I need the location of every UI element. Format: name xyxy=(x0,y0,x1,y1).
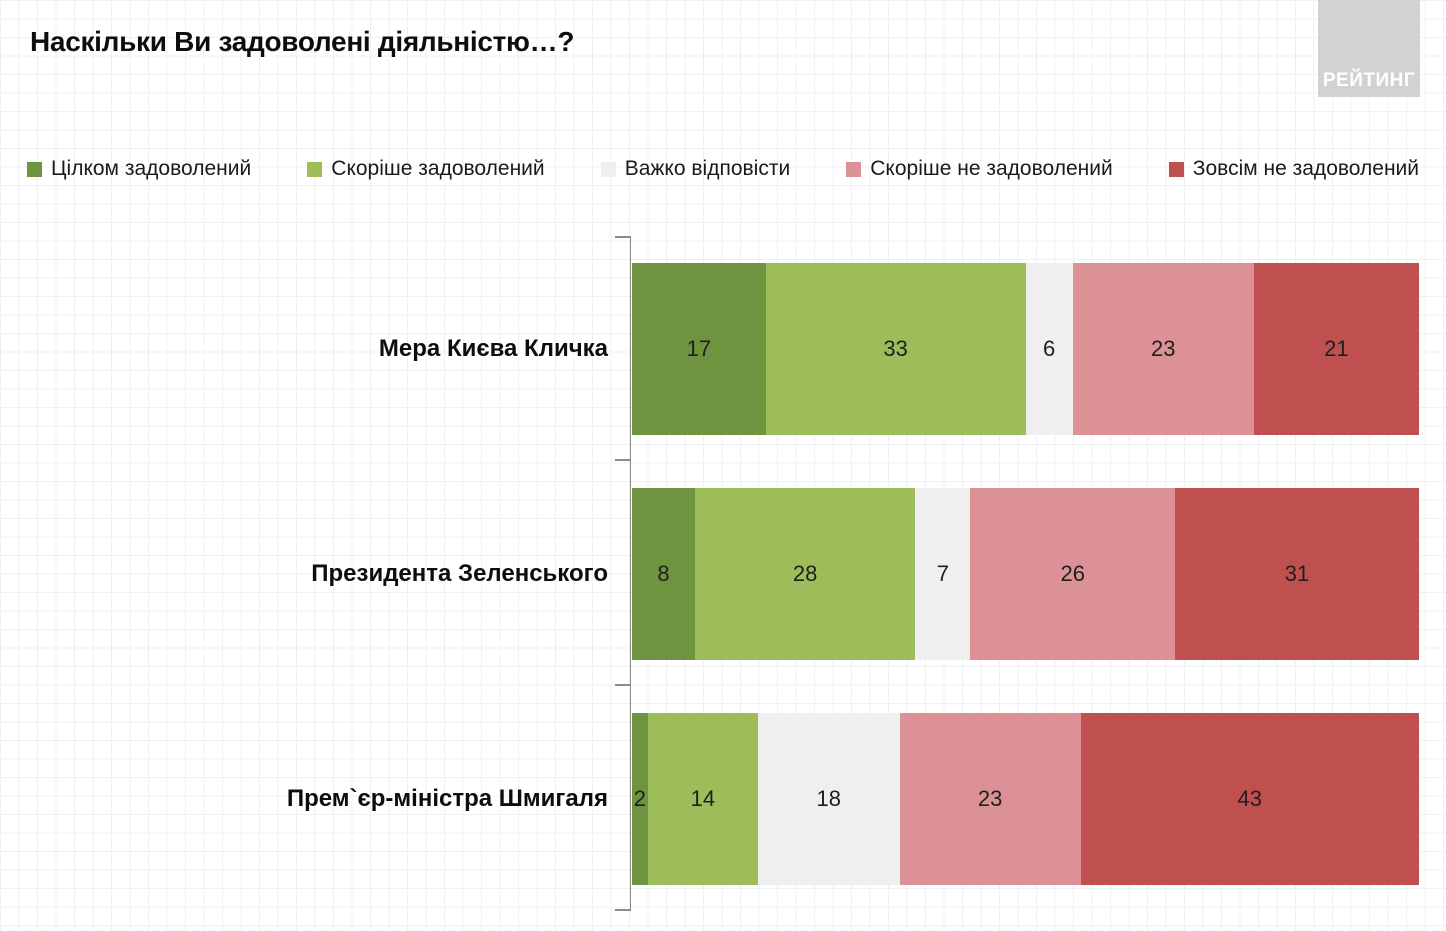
bar-segment: 14 xyxy=(647,713,758,885)
segment-value: 33 xyxy=(883,336,908,361)
legend-label: Важко відповісти xyxy=(624,157,791,180)
bar-segment: 26 xyxy=(970,488,1176,660)
bar-segment: 23 xyxy=(899,713,1081,885)
legend-item-fully-unsatisfied: Зовсім не задоволений xyxy=(1168,157,1419,181)
category-label-klychko: Мера Києва Кличка xyxy=(378,335,608,362)
bar-segment: 43 xyxy=(1080,713,1419,885)
axis-tick xyxy=(615,684,631,686)
bar-row-zelensky: 8 28 7 26 31 xyxy=(632,488,1419,660)
legend-swatch-icon xyxy=(1168,161,1184,177)
segment-value: 28 xyxy=(792,561,818,586)
bar-segment: 23 xyxy=(1072,263,1254,435)
page-title: Наскільки Ви задоволені діяльністю…? xyxy=(30,26,575,57)
bar-segment: 8 xyxy=(632,488,695,660)
legend-label: Скоріше не задоволений xyxy=(870,157,1113,180)
bar-segment: 2 xyxy=(632,713,648,885)
bar-segment: 21 xyxy=(1253,263,1419,435)
segment-value: 18 xyxy=(816,786,841,811)
legend-swatch-icon xyxy=(307,161,323,177)
segment-value: 26 xyxy=(1060,561,1085,586)
bar-segment: 28 xyxy=(694,488,916,660)
segment-value: 43 xyxy=(1237,786,1263,811)
segment-value: 31 xyxy=(1284,561,1310,586)
bar-segment: 31 xyxy=(1175,488,1419,660)
segment-value: 6 xyxy=(1042,336,1056,361)
category-label-zelensky: Президента Зеленського xyxy=(311,560,608,587)
segment-value: 21 xyxy=(1324,336,1349,361)
category-label-shmyhal: Прем`єр-міністра Шмигаля xyxy=(286,785,608,812)
legend-swatch-icon xyxy=(600,161,616,177)
y-axis-line xyxy=(630,237,631,911)
segment-value: 14 xyxy=(690,786,716,811)
segment-value: 2 xyxy=(633,786,646,811)
bar-segment: 33 xyxy=(765,263,1026,435)
segment-value: 23 xyxy=(1150,336,1176,361)
segment-value: 8 xyxy=(657,561,670,586)
legend-label: Цілком задоволений xyxy=(51,157,252,180)
bar-row-shmyhal: 2 14 18 23 43 xyxy=(632,713,1419,885)
legend-item-fully-satisfied: Цілком задоволений xyxy=(27,157,251,181)
legend-item-hard-to-answer: Важко відповісти xyxy=(600,157,791,181)
bar-segment: 6 xyxy=(1025,263,1073,435)
segment-value: 7 xyxy=(936,561,949,586)
legend-swatch-icon xyxy=(846,161,862,177)
bar-segment: 18 xyxy=(757,713,900,885)
segment-value: 17 xyxy=(686,336,712,361)
legend: Цілком задоволений Скоріше задоволений В… xyxy=(27,157,1419,181)
axis-tick xyxy=(615,909,631,911)
axis-tick xyxy=(615,236,631,238)
segment-value: 23 xyxy=(977,786,1003,811)
bar-segment: 17 xyxy=(632,263,766,435)
rating-logo: РЕЙТИНГ xyxy=(1318,0,1420,97)
axis-tick xyxy=(615,459,631,461)
bar-row-klychko: 17 33 6 23 21 xyxy=(632,263,1419,435)
rating-logo-text: РЕЙТИНГ xyxy=(1322,70,1416,91)
bar-segment: 7 xyxy=(915,488,971,660)
legend-swatch-icon xyxy=(27,161,42,177)
legend-label: Скоріше задоволений xyxy=(331,157,545,180)
legend-label: Зовсім не задоволений xyxy=(1192,157,1419,180)
legend-item-rather-satisfied: Скоріше задоволений xyxy=(307,157,545,181)
legend-item-rather-unsatisfied: Скоріше не задоволений xyxy=(846,157,1113,181)
